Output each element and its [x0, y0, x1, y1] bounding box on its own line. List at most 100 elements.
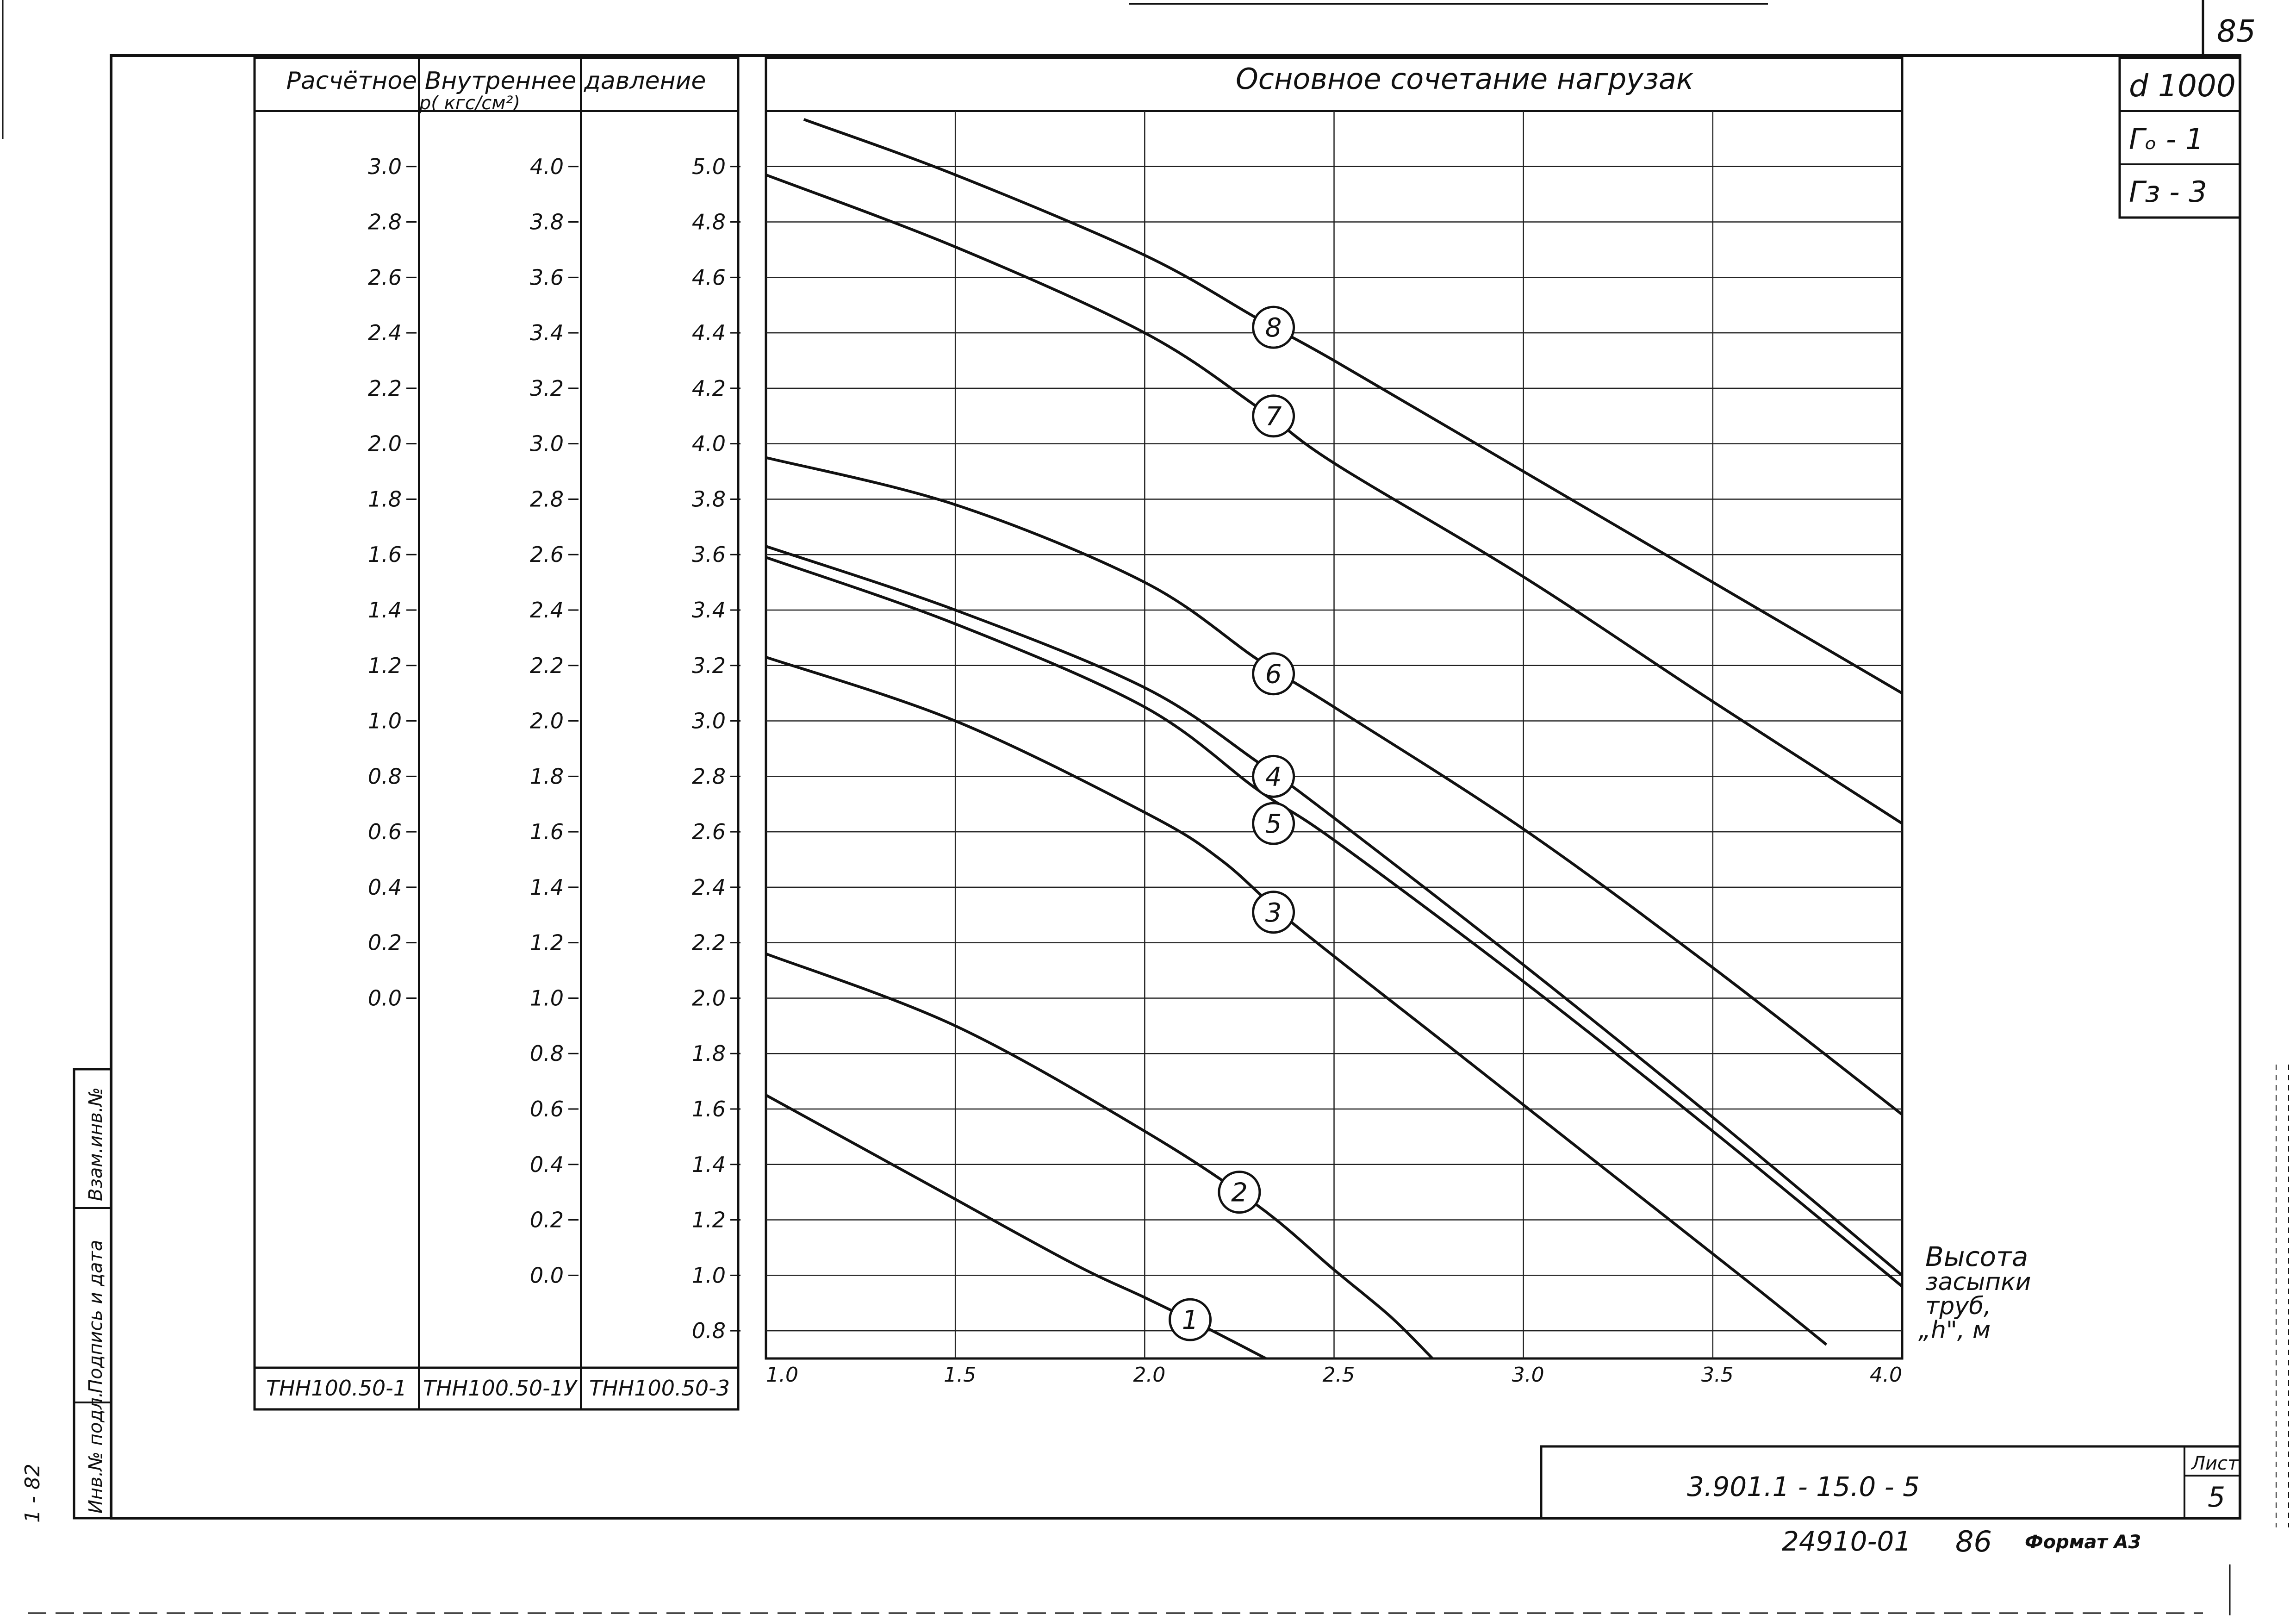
- scale-2-tick-14: 2.2: [692, 930, 726, 955]
- scale-1-tick-17: 0.6: [530, 1097, 564, 1122]
- footer-format: Формат А3: [2025, 1532, 2141, 1553]
- scale-2-tick-7: 3.6: [692, 542, 726, 567]
- scale-1-tick-2: 3.6: [530, 265, 564, 290]
- sheet-value: 5: [2208, 1481, 2225, 1514]
- x-tick-0: 1.0: [766, 1363, 798, 1387]
- curve-marker-5: [1252, 802, 1295, 845]
- scale-1-tick-3: 3.4: [530, 320, 564, 345]
- scale-2-tick-4: 4.2: [692, 376, 726, 401]
- scale-2-tick-21: 0.8: [692, 1318, 726, 1343]
- scale-2-tick-19: 1.2: [692, 1208, 726, 1233]
- scale-1-tick-13: 1.4: [530, 875, 564, 900]
- x-tick-1: 1.5: [944, 1363, 976, 1387]
- sheet-label: Лист: [2190, 1453, 2239, 1474]
- scale-name-2: ТНН100.50-3: [589, 1376, 730, 1401]
- scale-0-tick-0: 3.0: [368, 154, 402, 179]
- title-block: [1540, 1445, 2241, 1520]
- scale-2-tick-17: 1.6: [692, 1097, 726, 1122]
- scale-1-tick-9: 2.2: [530, 653, 564, 678]
- x-axis-label-line-0: Высота: [1925, 1241, 2028, 1272]
- curve-5: [765, 556, 1903, 1288]
- scale-1-tick-15: 1.0: [530, 985, 564, 1010]
- pressure-panel-unit: p( кгс/см²): [419, 93, 520, 114]
- curve-7: [765, 173, 1903, 825]
- scale-2-tick-12: 2.6: [692, 819, 726, 844]
- curve-label-6: 6: [1265, 660, 1282, 690]
- scale-1-tick-16: 0.8: [530, 1041, 564, 1066]
- scale-1-tick-19: 0.2: [530, 1208, 564, 1233]
- scale-2-tick-15: 2.0: [692, 985, 726, 1010]
- chart: Основное сочетание нагрузак 1.0 1.5 2.0 2.5…: [765, 56, 2031, 1387]
- curve-marker-1: [1169, 1298, 1212, 1341]
- curve-marker-6: [1252, 652, 1295, 696]
- scale-1-tick-1: 3.8: [530, 210, 564, 235]
- param-g0-label: Гₒ - 1: [2129, 122, 2203, 156]
- stamp-replacement-inv: Взам.инв.№: [85, 1087, 106, 1201]
- curve-2: [765, 952, 1434, 1360]
- corner-sheet-number: 85: [2217, 13, 2256, 49]
- footer-page: 86: [1955, 1525, 1992, 1558]
- stamp-signature-date: Подпись и дата: [85, 1240, 106, 1393]
- curve-3: [765, 655, 1828, 1346]
- scale-2-tick-10: 3.0: [692, 709, 726, 734]
- scale-0-tick-15: 0.0: [368, 985, 402, 1010]
- curve-label-7: 7: [1265, 402, 1282, 432]
- curve-label-4: 4: [1265, 762, 1282, 792]
- scale-2-tick-9: 3.2: [692, 653, 726, 678]
- scale-0-tick-8: 1.4: [368, 598, 402, 623]
- scale-2-tick-11: 2.8: [692, 764, 726, 789]
- curve-marker-8: [1252, 305, 1295, 349]
- scale-0-tick-12: 0.6: [368, 819, 402, 844]
- chart-title: Основное сочетание нагрузак: [1236, 62, 1694, 96]
- scale-2-tick-16: 1.8: [692, 1041, 726, 1066]
- x-axis-label-line-1: засыпки: [1925, 1268, 2031, 1296]
- x-tick-6: 4.0: [1870, 1363, 1902, 1387]
- scale-1-tick-11: 1.8: [530, 764, 564, 789]
- scale-1-tick-14: 1.2: [530, 930, 564, 955]
- curve-label-3: 3: [1265, 898, 1282, 928]
- scale-1-tick-12: 1.6: [530, 819, 564, 844]
- chart-curves: 1 2 3 5 4 6 7 8: [765, 118, 1903, 1360]
- scale-1-tick-4: 3.2: [530, 376, 564, 401]
- scale-2-tick-3: 4.4: [692, 320, 726, 345]
- scale-0-tick-2: 2.6: [368, 265, 402, 290]
- scale-0-tick-4: 2.2: [368, 376, 402, 401]
- scale-2-tick-6: 3.8: [692, 486, 726, 511]
- scale-1-tick-0: 4.0: [530, 154, 564, 179]
- scale-0-tick-1: 2.8: [368, 210, 402, 235]
- curve-6: [765, 456, 1903, 1116]
- pressure-panel: Расчётное Внутреннее давление p( кгс/см²…: [253, 56, 740, 1411]
- x-axis-label-line-3: „h", м: [1918, 1316, 1991, 1344]
- curve-label-2: 2: [1231, 1178, 1248, 1208]
- pressure-scales: 3.0 2.8 2.6 2.4 2.2 2.0 1.8 1.6 1.4 1.2 1.0 0.8 0.6 0…: [266, 154, 740, 1401]
- scale-0-tick-6: 1.8: [368, 486, 402, 511]
- scale-2-tick-2: 4.6: [692, 265, 726, 290]
- scale-1-tick-20: 0.0: [530, 1263, 564, 1288]
- curve-marker-3: [1252, 891, 1295, 934]
- curve-8: [803, 118, 1903, 695]
- scale-1-tick-8: 2.4: [530, 598, 564, 623]
- scale-0-tick-13: 0.4: [368, 875, 402, 900]
- scale-0-tick-10: 1.0: [368, 709, 402, 734]
- stamp-code: 1 - 82: [21, 1464, 44, 1523]
- footer-number: 24910-01: [1782, 1526, 1911, 1557]
- scale-0-tick-5: 2.0: [368, 431, 402, 456]
- scale-0-tick-7: 1.6: [368, 542, 402, 567]
- curve-marker-2: [1218, 1171, 1261, 1214]
- document-code: 3.901.1 - 15.0 - 5: [1687, 1471, 1920, 1502]
- scale-0-tick-14: 0.2: [368, 930, 402, 955]
- curve-marker-4: [1252, 754, 1295, 798]
- curve-label-5: 5: [1265, 809, 1282, 839]
- x-tick-2: 2.0: [1133, 1363, 1165, 1387]
- scale-2-tick-1: 4.8: [692, 210, 726, 235]
- curve-label-1: 1: [1182, 1305, 1199, 1335]
- scale-2-tick-13: 2.4: [692, 875, 726, 900]
- parameter-boxes: d 1000 Гₒ - 1 Гз - 3: [2118, 56, 2241, 219]
- scale-name-0: ТНН100.50-1: [266, 1376, 407, 1401]
- side-stamp: [73, 1068, 112, 1520]
- x-tick-4: 3.0: [1512, 1363, 1544, 1387]
- stamp-original-inv: Инв.№ подл.: [85, 1392, 106, 1514]
